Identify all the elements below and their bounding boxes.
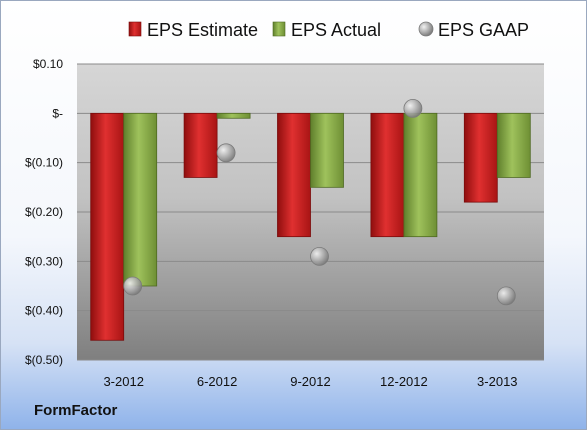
bar-eps-estimate <box>463 112 498 203</box>
x-tick-label: 3-2012 <box>103 374 143 389</box>
marker-eps-gaap <box>403 99 423 118</box>
marker-eps-gaap <box>496 286 516 306</box>
gaap-markers <box>123 99 516 306</box>
bar-eps-estimate <box>277 112 311 238</box>
marker-eps-gaap <box>310 246 329 266</box>
legend-label: EPS Actual <box>291 20 381 40</box>
y-tick-label: $(0.20) <box>25 205 63 219</box>
x-tick-label: 9-2012 <box>290 374 330 389</box>
bar-eps-estimate <box>370 112 405 238</box>
bar-eps-actual <box>123 112 158 287</box>
x-axis-labels: 3-2012 6-2012 9-2012 12-2012 3-2013 <box>103 374 517 389</box>
y-tick-label: $(0.50) <box>25 353 63 367</box>
y-tick-label: $0.10 <box>33 57 63 71</box>
y-tick-label: $(0.10) <box>25 156 63 170</box>
legend-swatch-eps-estimate <box>128 21 142 37</box>
company-name: FormFactor <box>34 402 118 419</box>
bar-eps-actual <box>403 112 438 238</box>
marker-eps-gaap <box>216 143 236 163</box>
bar-eps-actual <box>216 112 251 119</box>
legend-label: EPS Estimate <box>147 20 258 40</box>
x-tick-label: 12-2012 <box>380 374 428 389</box>
legend-swatch-eps-actual <box>272 21 286 37</box>
bar-eps-actual <box>496 112 531 178</box>
marker-eps-gaap <box>123 276 143 296</box>
y-axis-labels: $0.10 $- $(0.10) $(0.20) $(0.30) $(0.40) $(0.5… <box>25 57 63 367</box>
x-tick-label: 3-2013 <box>477 374 517 389</box>
bar-eps-estimate <box>183 112 218 178</box>
bar-eps-estimate <box>90 112 125 341</box>
legend-swatch-eps-gaap <box>418 21 434 37</box>
bar-series <box>90 112 531 341</box>
y-tick-label: $(0.30) <box>25 254 63 268</box>
y-tick-label: $(0.40) <box>25 304 63 318</box>
legend-label: EPS GAAP <box>438 20 529 40</box>
legend: EPS Estimate EPS Actual EPS GAAP <box>128 20 529 40</box>
x-tick-label: 6-2012 <box>197 374 237 389</box>
bar-eps-actual <box>310 112 344 188</box>
y-tick-label: $- <box>52 106 63 120</box>
